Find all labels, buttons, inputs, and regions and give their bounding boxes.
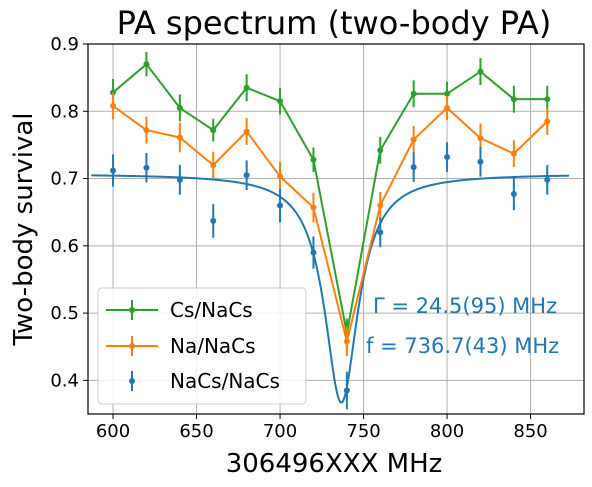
data-point: [176, 104, 183, 111]
data-point: [510, 191, 517, 198]
data-point: [477, 68, 484, 75]
y-tick-label: 0.6: [50, 236, 79, 257]
legend-entry-nacs: NaCs/NaCs: [129, 369, 280, 393]
series-line: [112, 62, 548, 334]
data-point: [544, 96, 551, 103]
gamma-annotation: Γ = 24.5(95) MHz: [373, 294, 557, 318]
data-point: [310, 249, 317, 256]
legend-box: [97, 287, 307, 405]
data-point: [176, 176, 183, 183]
data-point: [343, 387, 350, 394]
series-1: [110, 92, 551, 357]
data-point: [510, 96, 517, 103]
data-point: [377, 147, 384, 154]
data-point: [110, 102, 117, 109]
data-point: [510, 150, 517, 157]
data-point: [243, 172, 250, 179]
chart-title: PA spectrum (two-body PA): [117, 4, 552, 42]
data-point: [243, 84, 250, 91]
legend-entry-na: Na/NaCs: [106, 334, 256, 358]
x-tick-label: 650: [179, 421, 213, 442]
data-point: [410, 164, 417, 171]
data-point: [210, 127, 217, 134]
legend-entry-cs: Cs/NaCs: [106, 298, 253, 322]
x-tick-label: 700: [263, 421, 297, 442]
data-point: [377, 202, 384, 209]
data-point: [477, 158, 484, 165]
data-point: [277, 202, 284, 209]
data-point: [444, 154, 451, 161]
legend-marker-na: [129, 343, 135, 349]
data-point: [143, 61, 150, 68]
data-point: [110, 167, 117, 174]
data-point: [343, 338, 350, 345]
data-point: [310, 156, 317, 163]
y-tick-label: 0.5: [50, 303, 79, 324]
fit-curve: [91, 174, 569, 404]
y-axis-label: Two-body survival: [9, 112, 39, 346]
legend-marker-cs: [129, 307, 135, 313]
y-tick-label: 0.8: [50, 101, 79, 122]
ticks-layer: 600 650 700 750 800 850 0.4 0.5 0.6 0.7 0.8 0.9: [50, 34, 547, 442]
data-point: [277, 173, 284, 180]
series-line: [112, 105, 548, 342]
data-point: [377, 229, 384, 236]
legend-label-na: Na/NaCs: [170, 334, 256, 358]
series-layer: [110, 52, 551, 410]
x-axis-label: 306496XXX MHz: [226, 449, 443, 479]
data-point: [210, 217, 217, 224]
data-point: [477, 135, 484, 142]
legend-marker-nacs: [129, 378, 135, 384]
series-0: [110, 52, 551, 349]
legend-label-cs: Cs/NaCs: [170, 298, 253, 322]
data-point: [310, 204, 317, 211]
data-point: [176, 134, 183, 141]
series-2: [110, 142, 551, 410]
data-point: [143, 127, 150, 134]
data-point: [444, 90, 451, 97]
plot-frame: [87, 43, 585, 415]
data-point: [277, 98, 284, 105]
data-point: [210, 162, 217, 169]
y-tick-label: 0.4: [50, 370, 79, 391]
x-tick-label: 600: [96, 421, 130, 442]
y-tick-label: 0.7: [50, 169, 79, 190]
data-point: [410, 90, 417, 97]
data-point: [544, 176, 551, 183]
data-point: [410, 136, 417, 143]
legend-label-nacs: NaCs/NaCs: [170, 369, 280, 393]
data-point: [243, 128, 250, 135]
legend: Cs/NaCs Na/NaCs NaCs/NaCs: [97, 287, 307, 405]
fit-layer: [91, 174, 569, 404]
data-point: [143, 164, 150, 171]
data-point: [444, 104, 451, 111]
f-annotation: f = 736.7(43) MHz: [366, 334, 559, 358]
x-tick-label: 800: [430, 421, 464, 442]
y-tick-label: 0.9: [50, 34, 79, 55]
data-point: [544, 118, 551, 125]
x-tick-label: 750: [346, 421, 380, 442]
x-tick-label: 850: [513, 421, 547, 442]
